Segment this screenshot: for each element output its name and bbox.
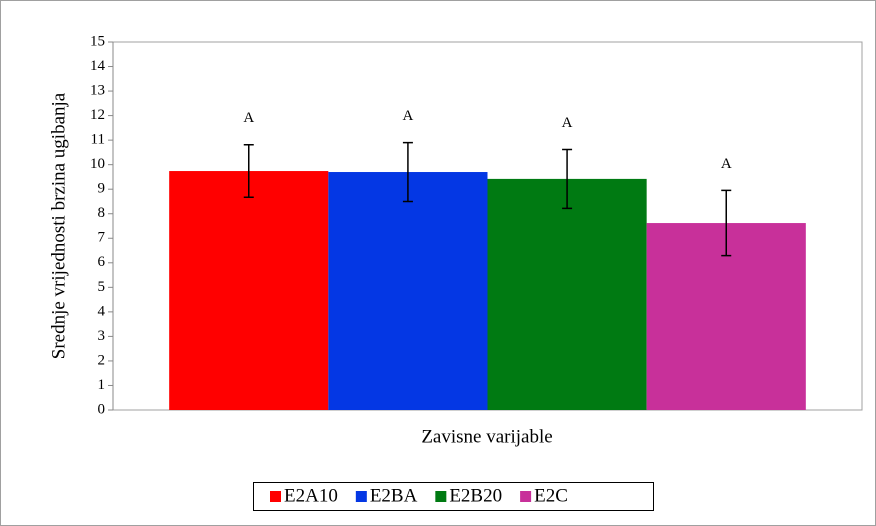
y-axis-label: Srednje vrijednosti brzina ugibanja: [48, 92, 69, 359]
y-tick-label: 7: [98, 230, 106, 246]
error-bar: [243, 144, 254, 199]
annotation: A: [402, 108, 413, 124]
annotation: A: [721, 156, 732, 172]
y-tick-label: 12: [90, 107, 105, 123]
legend-label: E2A10: [284, 485, 338, 506]
y-tick-label: 10: [90, 156, 105, 172]
y-tick-label: 5: [98, 279, 106, 295]
legend-swatch: [355, 491, 367, 502]
y-tick-label: 11: [91, 132, 105, 148]
y-tick-label: 14: [90, 58, 106, 74]
annotation: A: [562, 115, 573, 131]
legend-label: E2C: [534, 485, 568, 506]
error-bar: [721, 189, 732, 257]
y-tick-label: 2: [98, 352, 106, 368]
y-tick-label: 8: [98, 205, 106, 221]
bar: [328, 172, 488, 410]
y-tick-label: 1: [98, 377, 106, 393]
legend-swatch: [270, 491, 281, 502]
y-tick-label: 13: [90, 83, 105, 99]
legend-box: [253, 482, 654, 511]
legend-swatch: [435, 491, 447, 502]
y-tick-label: 3: [98, 328, 106, 344]
annotation: A: [243, 110, 254, 126]
legend-label: E2B20: [449, 485, 502, 506]
y-tick-label: 9: [98, 181, 106, 197]
legend-swatch: [520, 491, 532, 502]
x-axis-label: Zavisne varijable: [421, 426, 552, 447]
error-bar: [402, 141, 413, 203]
bar: [169, 171, 329, 410]
bar: [487, 178, 647, 410]
y-tick-label: 6: [98, 254, 106, 270]
y-tick-label: 4: [98, 303, 106, 319]
legend-label: E2BA: [370, 485, 418, 506]
y-tick-label: 15: [90, 33, 105, 49]
error-bar: [562, 148, 573, 210]
y-tick-label: 0: [98, 401, 106, 417]
